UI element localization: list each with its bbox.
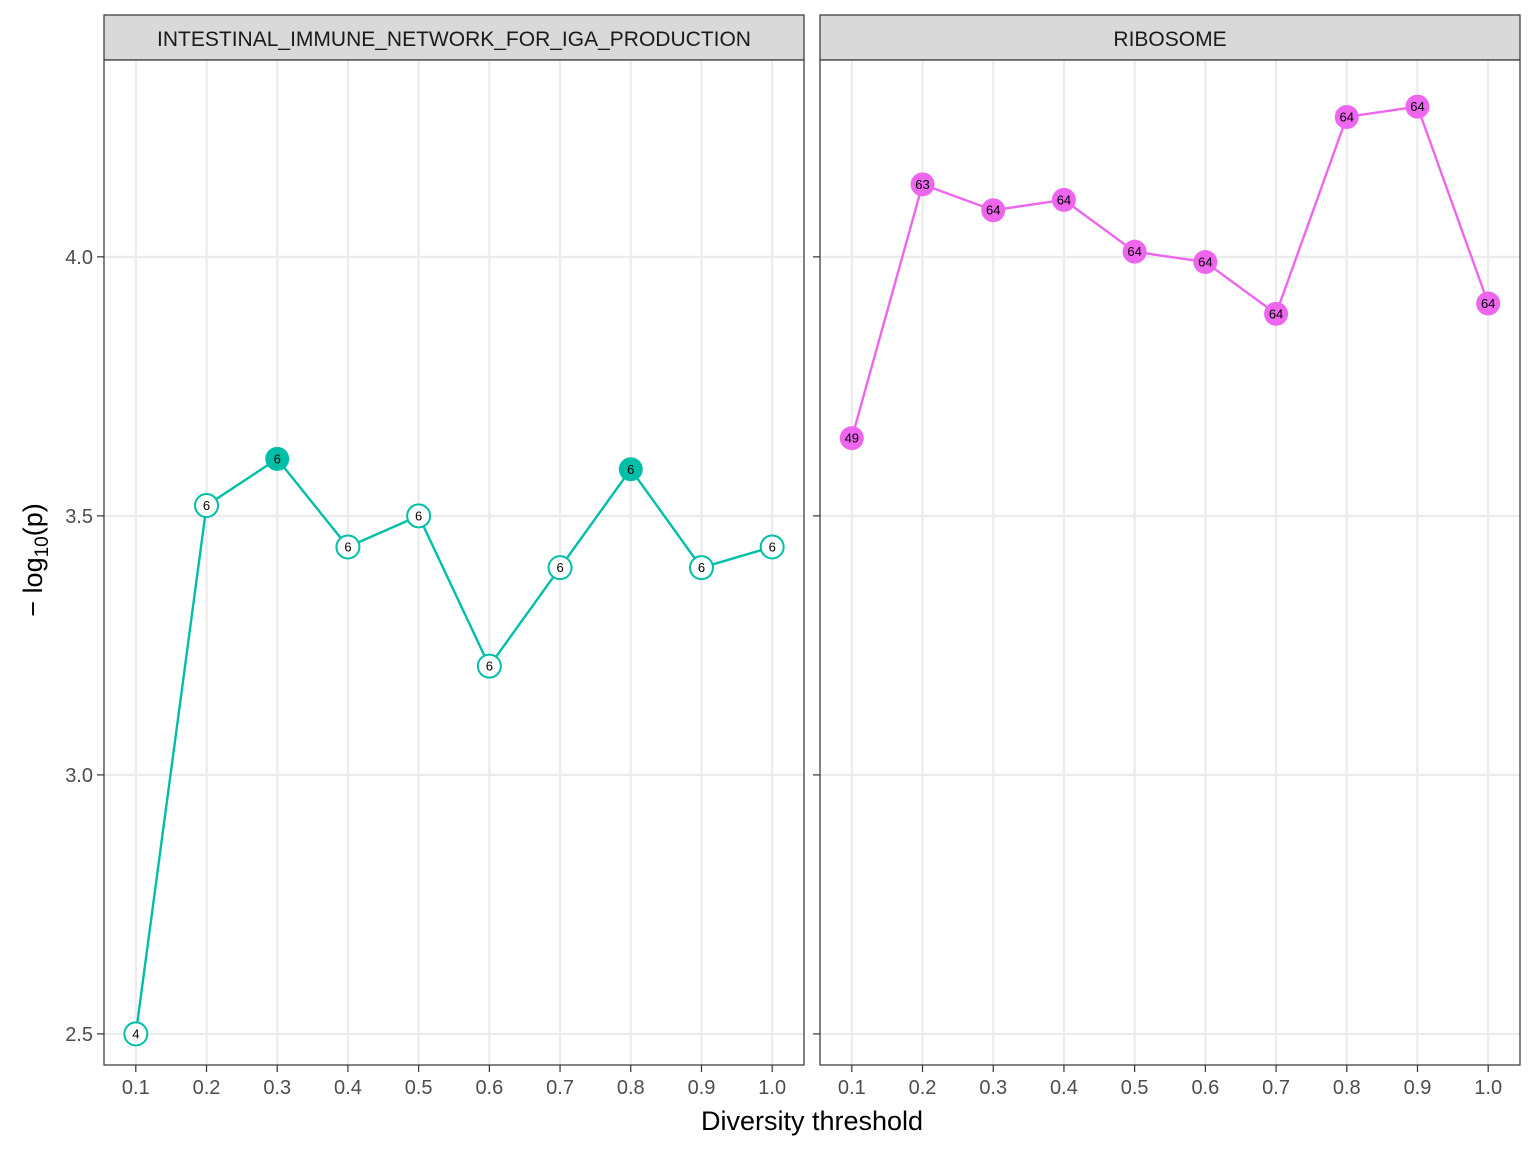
data-label: 64 <box>986 203 1000 218</box>
panel-2: RIBOSOME 49 63 64 64 64 64 64 64 64 64 0.1 0.2 0.3 0.4… <box>813 14 1521 1099</box>
data-point <box>194 493 220 519</box>
data-label: 4 <box>132 1026 139 1041</box>
data-point <box>123 1021 149 1047</box>
data-label: 64 <box>1127 244 1141 259</box>
data-label: 6 <box>415 508 422 523</box>
data-point <box>1476 291 1501 316</box>
x-tick-label: 0.7 <box>546 1077 574 1099</box>
panel-1: INTESTINAL_IMMUNE_NETWORK_FOR_IGA_PRODUC… <box>65 14 805 1099</box>
x-tick-label: 0.5 <box>405 1077 433 1099</box>
y-tick-label: 2.5 <box>65 1024 93 1046</box>
data-point <box>265 446 290 471</box>
data-point <box>910 172 935 197</box>
data-label: 63 <box>915 177 929 192</box>
data-label: 64 <box>1410 99 1424 114</box>
panel-border <box>819 59 1521 1066</box>
data-label: 64 <box>1198 255 1212 270</box>
data-point <box>1405 94 1430 119</box>
x-tick-label: 0.4 <box>334 1077 362 1099</box>
data-label: 64 <box>1269 306 1283 321</box>
x-axis-title: Diversity threshold <box>701 1106 923 1136</box>
x-tick-label: 0.2 <box>909 1077 937 1099</box>
data-point <box>759 534 785 560</box>
data-label: 6 <box>627 462 634 477</box>
y-axis-title: − log10(p) <box>18 503 53 616</box>
data-label: 6 <box>274 451 281 466</box>
x-tick-label: 0.3 <box>263 1077 291 1099</box>
series-line <box>134 457 773 1035</box>
data-point <box>1264 301 1289 326</box>
panel-strip-title: RIBOSOME <box>1113 28 1226 51</box>
data-point <box>547 555 573 581</box>
x-tick-label: 0.2 <box>193 1077 221 1099</box>
plot-background <box>104 60 804 1065</box>
data-label: 6 <box>698 560 705 575</box>
data-label: 6 <box>203 498 210 513</box>
data-label: 49 <box>845 431 859 446</box>
x-tick-label: 1.0 <box>758 1077 786 1099</box>
data-point <box>981 198 1006 223</box>
data-point <box>1334 104 1359 129</box>
y-axis-title-suffix: (p) <box>18 503 48 536</box>
x-tick-label: 0.1 <box>122 1077 150 1099</box>
x-tick-label: 0.8 <box>1333 1077 1361 1099</box>
data-point <box>335 534 361 560</box>
x-tick-label: 0.7 <box>1262 1077 1290 1099</box>
panel-border <box>103 59 805 1066</box>
data-label: 6 <box>486 659 493 674</box>
panel-strip-title: INTESTINAL_IMMUNE_NETWORK_FOR_IGA_PRODUC… <box>157 28 751 51</box>
data-point <box>406 503 432 529</box>
y-tick-label: 4.0 <box>65 247 93 269</box>
x-tick-label: 0.5 <box>1121 1077 1149 1099</box>
series-line <box>850 105 1490 439</box>
y-tick-label: 3.5 <box>65 506 93 528</box>
data-point <box>1122 239 1147 264</box>
x-tick-label: 0.9 <box>1404 1077 1432 1099</box>
x-tick-label: 0.8 <box>617 1077 645 1099</box>
data-point <box>476 653 502 679</box>
data-point <box>839 426 864 451</box>
data-label: 6 <box>556 560 563 575</box>
data-label: 64 <box>1481 296 1495 311</box>
data-point <box>1193 250 1218 275</box>
x-tick-label: 0.4 <box>1050 1077 1078 1099</box>
x-tick-label: 0.6 <box>1191 1077 1219 1099</box>
panel-strip <box>819 14 1521 61</box>
data-label: 64 <box>1057 192 1071 207</box>
plot-background <box>820 60 1520 1065</box>
data-point <box>688 555 714 581</box>
y-axis-title-prefix: − log <box>18 557 48 616</box>
panel-strip <box>103 14 805 61</box>
data-label: 6 <box>769 539 776 554</box>
x-tick-label: 0.6 <box>475 1077 503 1099</box>
data-point <box>618 457 643 482</box>
data-point <box>1051 187 1076 212</box>
x-tick-label: 0.3 <box>979 1077 1007 1099</box>
data-label: 6 <box>344 539 351 554</box>
y-tick-label: 3.0 <box>65 765 93 787</box>
y-axis-title-subscript: 10 <box>32 536 53 557</box>
x-tick-label: 0.9 <box>688 1077 716 1099</box>
data-label: 64 <box>1340 109 1354 124</box>
x-tick-label: 1.0 <box>1474 1077 1502 1099</box>
x-tick-label: 0.1 <box>838 1077 866 1099</box>
